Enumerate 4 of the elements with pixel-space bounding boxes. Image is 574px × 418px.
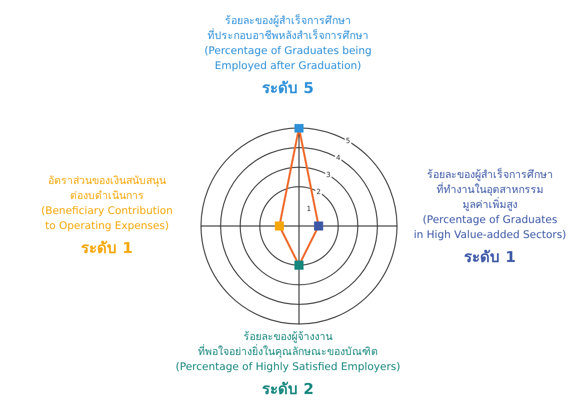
spoke-label: ร้อยละของผู้สำเร็จการศึกษา ที่ทำงานในอุตสาหกรรม มูลค่าเพิ่มสูง (Percentage of Graduates in High Value-added Sectors) ระดับ 1 [412,168,568,268]
spoke-label: ร้อยละของผู้จ้างงาน ที่พอใจอย่างยิ่งในคุณลักษณะของบัณฑิต (Percentage of Highly Satisfied Employers) ระดับ 2 [174,330,402,400]
spoke-label: ร้อยละของผู้สำเร็จการศึกษา ที่ประกอบอาชีพหลังสำเร็จการศึกษา (Percentage of Graduates being Employed after Graduation) ระดับ 5 [203,14,373,99]
spoke-label: อัตราส่วนของเงินสนับสนุน ต่องบดำเนินการ (Beneficiary Contribution to Operating Expenses) ระดับ 1 [40,174,174,259]
